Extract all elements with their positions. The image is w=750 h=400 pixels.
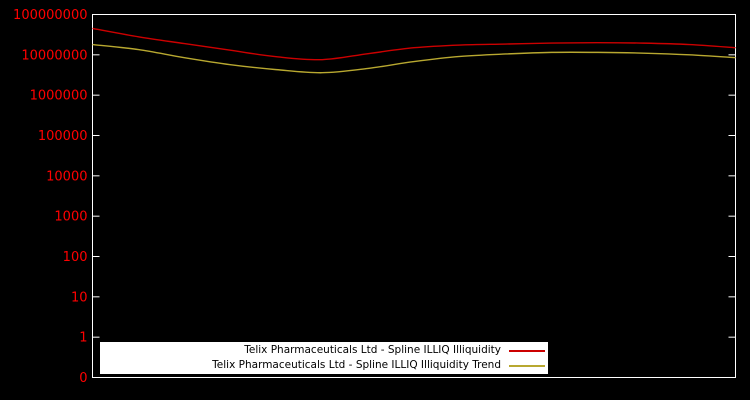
y-tick-label: 100000000 <box>13 8 87 23</box>
y-tick-label: 1 <box>79 331 87 346</box>
series-line-1 <box>92 43 736 74</box>
y-tick-label: 10000 <box>46 169 87 184</box>
legend-item-trend: Telix Pharmaceuticals Ltd - Spline ILLIQ… <box>100 358 545 373</box>
legend-label-trend: Telix Pharmaceuticals Ltd - Spline ILLIQ… <box>212 359 501 371</box>
y-tick-label: 0 <box>79 371 87 386</box>
y-tick-label: 10 <box>71 290 88 305</box>
legend-label-illiquidity: Telix Pharmaceuticals Ltd - Spline ILLIQ… <box>244 344 501 356</box>
y-tick-label: 100000 <box>38 129 88 144</box>
legend-item-illiquidity: Telix Pharmaceuticals Ltd - Spline ILLIQ… <box>100 343 545 358</box>
legend-line-sample-trend <box>509 364 545 367</box>
y-tick-label: 100 <box>63 250 88 265</box>
series-line-0 <box>92 27 736 61</box>
legend: Telix Pharmaceuticals Ltd - Spline ILLIQ… <box>100 342 548 374</box>
y-tick-label: 1000000 <box>30 89 88 104</box>
legend-line-sample-illiquidity <box>509 349 545 352</box>
plot-border <box>92 14 736 378</box>
y-tick-label: 1000 <box>54 210 87 225</box>
y-tick-label: 10000000 <box>21 48 87 63</box>
